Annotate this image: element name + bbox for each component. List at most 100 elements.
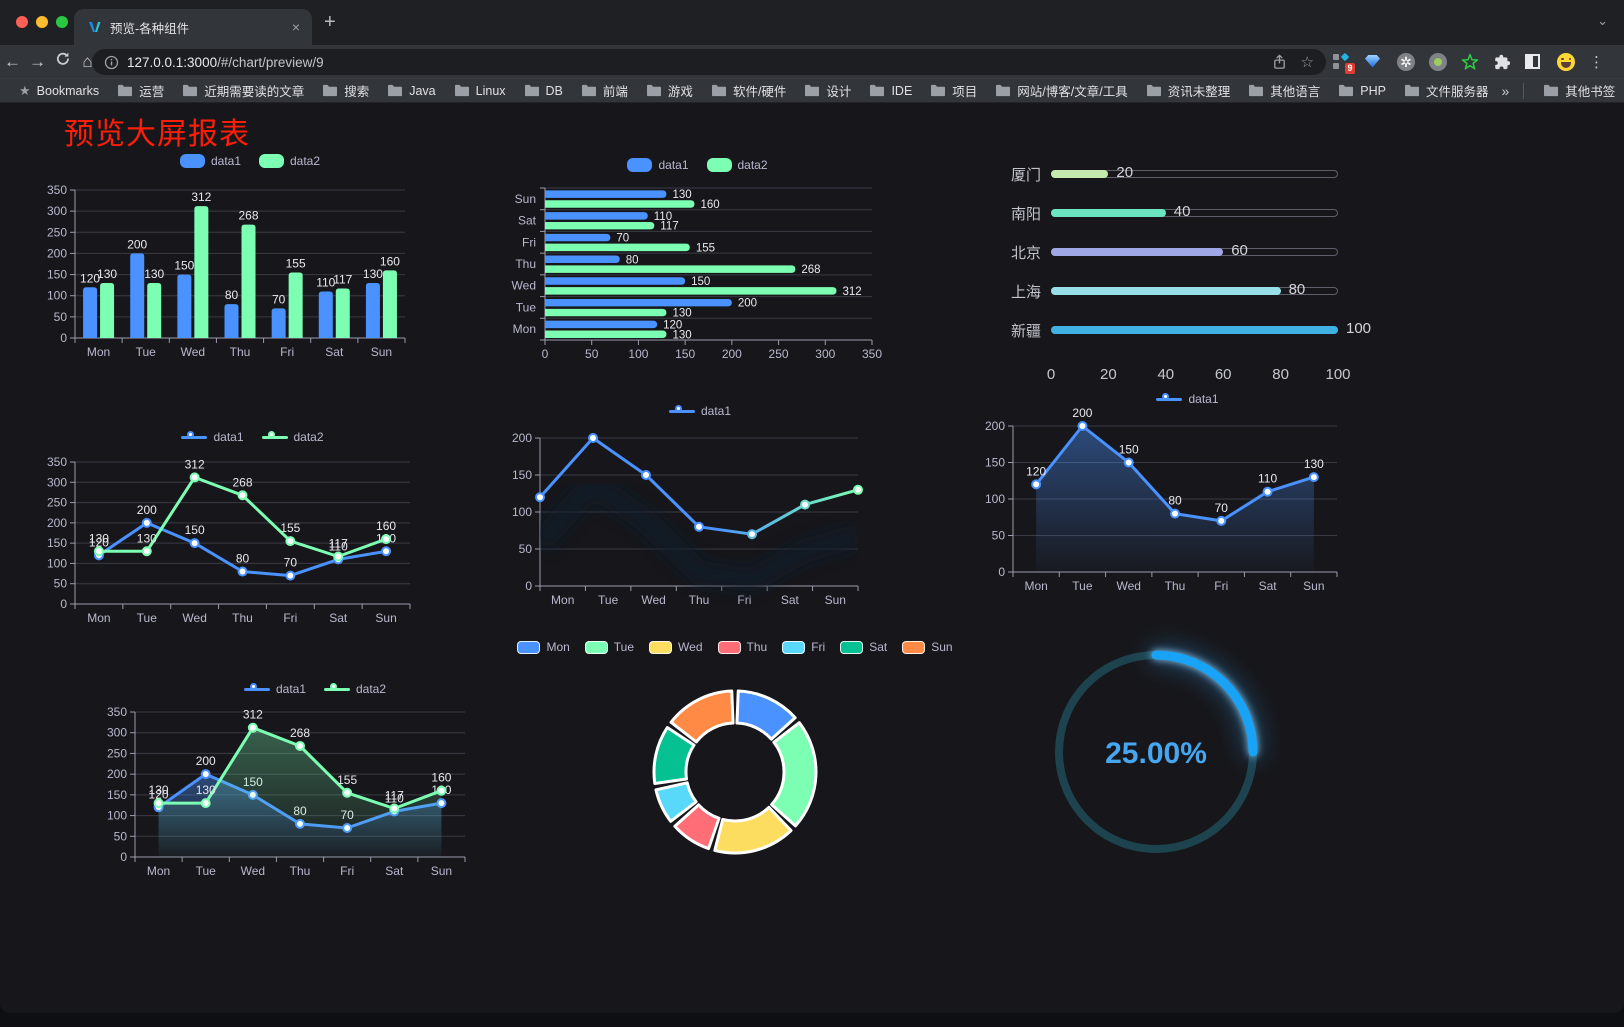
switch-proxy-extension-icon[interactable]: 9 [1333, 52, 1355, 74]
svg-text:70: 70 [1215, 501, 1229, 515]
donut-slice-Tue[interactable] [770, 721, 818, 828]
tab-close-icon[interactable]: × [291, 19, 300, 35]
url-text[interactable]: 127.0.0.1:3000/#/chart/preview/9 [127, 55, 324, 70]
legend-item[interactable]: Mon [517, 640, 570, 654]
chart-grouped-bar[interactable]: 0 50 100 150 200 250 300 350 Mon Tue Wed Thu Fri Sat S… [35, 146, 465, 368]
forward-icon[interactable]: → [29, 51, 46, 71]
bookmark-folder[interactable]: 搜索 [313, 79, 378, 102]
tab-search-chevron-icon[interactable]: ⌄ [1597, 13, 1608, 28]
bookmark-folder[interactable]: DB [515, 82, 572, 100]
legend-swatch-marker [649, 640, 673, 654]
new-tab-button[interactable]: + [324, 11, 336, 33]
back-icon[interactable]: ← [4, 51, 21, 71]
bookmark-folder[interactable]: 其他语言 [1239, 79, 1329, 102]
chart-canvas-horizontal-bar[interactable]: Sun Sat Fri Thu Wed Tue Mon 0 50 100 150 200 250 300 3… [500, 148, 895, 372]
bookmarks-root[interactable]: ★ Bookmarks [10, 81, 108, 101]
bookmark-folder[interactable]: Java [378, 82, 444, 100]
chart-legend: data1 data2 [30, 430, 475, 444]
legend-label: Tue [613, 640, 635, 654]
donut-slice-Mon[interactable] [735, 689, 797, 741]
chart-donut[interactable]: Mon Tue Wed Thu Fri Sat Sun [517, 636, 953, 891]
legend-item[interactable]: data2 [261, 430, 324, 444]
legend-item[interactable]: data1 [179, 154, 241, 168]
legend-item[interactable]: Sun [902, 640, 953, 654]
chart-canvas-dual-area[interactable]: 0 50 100 150 200 250 300 350 Mon Tue Wed Thu Fri Sat S… [95, 672, 535, 894]
legend-item[interactable]: data2 [324, 682, 386, 696]
site-info-icon[interactable] [104, 55, 119, 70]
window-close-button[interactable] [16, 16, 28, 28]
legend-item[interactable]: Wed [649, 640, 703, 654]
svg-text:120: 120 [1026, 464, 1046, 478]
donut-slice-Thu[interactable] [673, 803, 721, 851]
chart-horizontal-bar[interactable]: Sun Sat Fri Thu Wed Tue Mon 0 50 100 150 200 250 300 3… [500, 148, 895, 372]
svg-text:150: 150 [47, 268, 67, 282]
asterisk-circle-extension-icon[interactable]: ✲ [1397, 52, 1415, 71]
chart-canvas-dual-line[interactable]: 0 50 100 150 200 250 300 350 Mon Tue Wed Thu Fri Sat S… [30, 420, 475, 642]
bookmark-folder[interactable]: 软件/硬件 [702, 79, 795, 102]
green-dot-extension-icon[interactable] [1429, 52, 1447, 71]
donut-slice-Fri[interactable] [654, 781, 698, 823]
other-bookmarks-folder[interactable]: 其他书签 [1534, 79, 1624, 102]
legend-item[interactable]: Tue [584, 640, 635, 654]
extensions-puzzle-icon[interactable] [1493, 53, 1511, 71]
svg-text:Sun: Sun [825, 593, 846, 607]
address-bar[interactable]: 127.0.0.1:3000/#/chart/preview/9 ☆ [92, 49, 1326, 75]
legend-item[interactable]: data2 [706, 158, 768, 172]
chart-capsule-bar[interactable]: 厦门 20 南阳 40 北京 60 上海 80 新疆 100 0 20 40 60 80 100 [995, 150, 1395, 395]
svg-text:Sun: Sun [431, 864, 452, 878]
chart-canvas-gradient-line[interactable]: 0 50 100 150 200 Mon Tue Wed Thu Fri Sat Sun [500, 398, 900, 616]
svg-text:Mon: Mon [147, 864, 170, 878]
chart-canvas-single-area[interactable]: 0 50 100 150 200 Mon Tue Wed Thu Fri Sat Sun 120 200 1… [985, 388, 1390, 600]
donut-slice-Wed[interactable] [713, 805, 793, 855]
legend-item[interactable]: data1 [243, 682, 306, 696]
bookmarks-overflow-icon[interactable]: » [1501, 82, 1510, 99]
capsule-value: 40 [1173, 203, 1191, 220]
bookmark-folder[interactable]: Linux [445, 82, 515, 100]
legend-item[interactable]: data1 [1156, 392, 1219, 406]
legend-item[interactable]: Sat [840, 640, 887, 654]
legend-item[interactable]: data1 [627, 158, 689, 172]
donut-slice-Sat[interactable] [652, 726, 696, 786]
legend-item[interactable]: Fri [782, 640, 825, 654]
blue-gem-extension-icon[interactable] [1365, 53, 1383, 71]
bookmark-folder[interactable]: IDE [860, 82, 921, 100]
bookmark-folder[interactable]: 运营 [108, 79, 173, 102]
chart-dual-area[interactable]: 0 50 100 150 200 250 300 350 Mon Tue Wed Thu Fri Sat S… [95, 672, 535, 894]
legend-item[interactable]: data1 [181, 430, 244, 444]
green-star-extension-icon[interactable] [1461, 53, 1479, 71]
share-icon[interactable] [1272, 54, 1287, 70]
chart-canvas-donut[interactable] [545, 636, 925, 891]
svg-text:250: 250 [47, 496, 67, 510]
emoji-extension-icon[interactable] [1557, 52, 1575, 71]
reload-icon[interactable] [50, 51, 75, 72]
svg-text:Mon: Mon [87, 345, 110, 359]
bookmark-folder[interactable]: 近期需要读的文章 [173, 79, 313, 102]
legend-item[interactable]: data2 [259, 154, 320, 168]
legend-item[interactable]: data1 [668, 404, 731, 418]
svg-text:Sun: Sun [515, 192, 536, 206]
bookmark-folder[interactable]: 文件服务器 [1395, 79, 1498, 102]
home-icon[interactable]: ⌂ [82, 51, 93, 71]
bookmark-folder[interactable]: 前端 [572, 79, 637, 102]
browser-menu-icon[interactable]: ⋮ [1589, 53, 1604, 71]
donut-slice-Sun[interactable] [669, 689, 735, 744]
bookmark-folder[interactable]: 资讯未整理 [1137, 79, 1240, 102]
bookmark-folder[interactable]: 游戏 [637, 79, 702, 102]
dark-mode-extension-icon[interactable] [1525, 53, 1543, 71]
bookmark-folder[interactable]: 网站/博客/文章/工具 [986, 79, 1136, 102]
window-minimize-button[interactable] [36, 16, 48, 28]
chart-gauge[interactable]: 25.00% [1026, 622, 1286, 882]
bookmark-folder[interactable]: 设计 [795, 79, 860, 102]
svg-text:268: 268 [801, 264, 820, 276]
legend-item[interactable]: Thu [717, 640, 767, 654]
bookmark-star-icon[interactable]: ☆ [1300, 54, 1314, 71]
bookmark-folder[interactable]: 项目 [921, 79, 986, 102]
bookmark-folder[interactable]: PHP [1329, 82, 1395, 100]
chart-canvas-grouped-bar[interactable]: 0 50 100 150 200 250 300 350 Mon Tue Wed Thu Fri Sat S… [35, 146, 465, 368]
chart-single-area[interactable]: 0 50 100 150 200 Mon Tue Wed Thu Fri Sat Sun 120 200 1… [985, 388, 1390, 600]
browser-tab[interactable]: 预览-各种组件 × [74, 9, 312, 45]
chart-canvas-gauge[interactable]: 25.00% [1026, 622, 1286, 882]
chart-gradient-line[interactable]: 0 50 100 150 200 Mon Tue Wed Thu Fri Sat Sun data1 [500, 398, 900, 616]
chart-dual-line[interactable]: 0 50 100 150 200 250 300 350 Mon Tue Wed Thu Fri Sat S… [30, 420, 475, 642]
window-zoom-button[interactable] [56, 16, 68, 28]
